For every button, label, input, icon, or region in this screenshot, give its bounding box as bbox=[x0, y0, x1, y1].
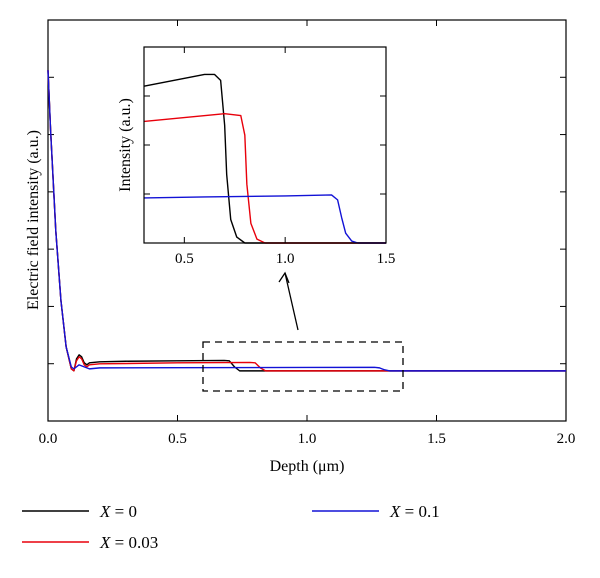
legend-label: X = 0 bbox=[99, 502, 137, 521]
inset-series-group bbox=[143, 73, 386, 244]
legend-value: = 0.03 bbox=[110, 533, 158, 552]
series-line bbox=[143, 194, 386, 244]
x-tick-label: 1.0 bbox=[276, 251, 295, 267]
legend-var: X bbox=[99, 502, 111, 521]
main-series-group bbox=[47, 70, 566, 372]
main-x-ticks: 0.0 0.5 1.0 1.5 2.0 bbox=[39, 20, 576, 447]
x-tick-label: 1.0 bbox=[298, 431, 317, 447]
zoom-arrow bbox=[284, 272, 299, 331]
x-tick-label: 1.5 bbox=[427, 431, 446, 447]
inset-y-ticks bbox=[144, 95, 386, 195]
x-tick-label: 0.0 bbox=[39, 431, 58, 447]
legend: X = 0X = 0.03X = 0.1 bbox=[22, 502, 440, 552]
x-tick-label: 2.0 bbox=[557, 431, 576, 447]
legend-label: X = 0.1 bbox=[389, 502, 440, 521]
legend-value: = 0 bbox=[110, 502, 137, 521]
x-tick-label: 0.5 bbox=[168, 431, 187, 447]
inset-background bbox=[144, 47, 386, 243]
zoom-region-box bbox=[202, 341, 404, 392]
zoom-arrow-head bbox=[278, 271, 290, 284]
series-line bbox=[143, 73, 386, 244]
legend-var: X bbox=[389, 502, 401, 521]
legend-value: = 0.1 bbox=[400, 502, 439, 521]
x-axis-title: Depth (μm) bbox=[270, 458, 345, 475]
y-axis-title: Electric field intensity (a.u.) bbox=[25, 130, 42, 310]
series-line bbox=[143, 112, 386, 244]
x-tick-label: 0.5 bbox=[175, 251, 194, 267]
legend-label: X = 0.03 bbox=[99, 533, 158, 552]
main-y-ticks bbox=[48, 76, 566, 365]
series-line bbox=[47, 70, 566, 372]
legend-var: X bbox=[99, 533, 111, 552]
x-tick-label: 1.5 bbox=[377, 251, 396, 267]
inset-x-ticks: 0.5 1.0 1.5 bbox=[175, 47, 395, 267]
inset-y-axis-title: Intensity (a.u.) bbox=[117, 98, 134, 192]
